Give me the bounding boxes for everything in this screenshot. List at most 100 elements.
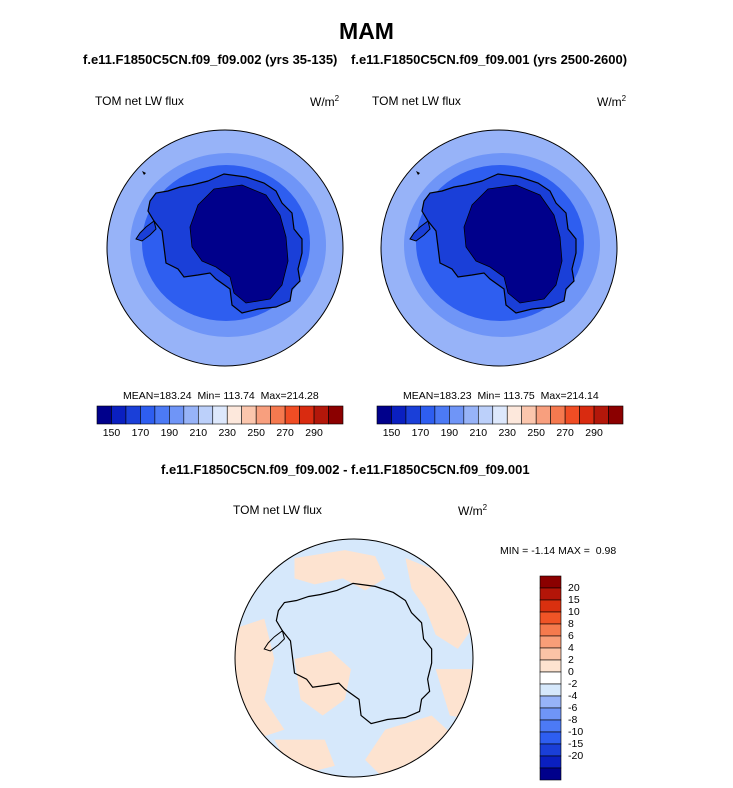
- colorbar-tick-label: 170: [131, 427, 150, 439]
- colorbar-box: [125, 405, 141, 425]
- panel3-units: W/m2: [458, 503, 488, 518]
- panel1-left-label: TOM net LW flux: [95, 94, 184, 108]
- colorbar-box: [96, 405, 112, 425]
- diff-positive-region-3: [294, 650, 351, 716]
- map-border: [380, 129, 618, 367]
- colorbar-box: [539, 755, 562, 769]
- colorbar-box: [313, 405, 329, 425]
- colorbar-tick-label: 150: [382, 427, 401, 439]
- colorbar-box: [169, 405, 185, 425]
- colorbar-tick-label: 190: [440, 427, 459, 439]
- continent-coast: [275, 582, 433, 725]
- panel3-left-label: TOM net LW flux: [233, 503, 322, 517]
- colorbar-tick-label: 6: [568, 630, 574, 642]
- colorbar-box: [420, 405, 436, 425]
- colorbar-box: [492, 405, 508, 425]
- colorbar-tick-label: 250: [527, 427, 545, 439]
- colorbar-box: [564, 405, 580, 425]
- colorbar-tick-label: 10: [568, 606, 580, 618]
- colorbar-box: [539, 623, 562, 637]
- colorbar-tick-label: 170: [411, 427, 430, 439]
- colorbar-box: [449, 405, 465, 425]
- colorbar-tick-label: 250: [247, 427, 265, 439]
- colorbar-tick-label: 4: [568, 642, 574, 654]
- panel1-title: f.e11.F1850C5CN.f09_f09.002 (yrs 35-135): [83, 52, 338, 67]
- colorbar-tick-label: 210: [469, 427, 488, 439]
- panel2-map: [380, 129, 618, 367]
- main-title: MAM: [339, 18, 394, 44]
- colorbar-box: [539, 635, 562, 649]
- panel3-map: [234, 538, 474, 778]
- colorbar-tick-label: -6: [568, 702, 578, 714]
- peninsula: [263, 629, 285, 652]
- colorbar-tick-label: 20: [568, 582, 580, 594]
- colorbar-tick-label: -4: [568, 690, 578, 702]
- diff-positive-region-0: [294, 550, 386, 591]
- colorbar-box: [539, 611, 562, 625]
- colorbar-box: [197, 405, 214, 425]
- colorbar-box: [539, 647, 562, 661]
- continent-interior: [189, 184, 289, 304]
- colorbar-box: [539, 767, 562, 781]
- panel2-title: f.e11.F1850C5CN.f09_f09.001 (yrs 2500-26…: [351, 52, 628, 67]
- colorbar-box: [241, 405, 257, 425]
- colorbar-box: [183, 405, 199, 425]
- panel2-left-label: TOM net LW flux: [372, 94, 461, 108]
- colorbar-box: [270, 405, 286, 425]
- colorbar-tick-label: 190: [160, 427, 179, 439]
- colorbar-box: [477, 405, 494, 425]
- colorbar-box: [539, 683, 562, 697]
- colorbar-tick-label: 210: [189, 427, 208, 439]
- colorbar-tick-label: 230: [218, 427, 236, 439]
- map-border: [234, 538, 474, 778]
- colorbar-tick-label: 290: [305, 427, 323, 439]
- colorbar-box: [521, 405, 537, 425]
- colorbar-box: [506, 405, 523, 425]
- map-border: [106, 129, 344, 367]
- panel1-units: W/m2: [310, 94, 340, 109]
- island-mark: [416, 171, 420, 175]
- colorbar-box: [391, 405, 407, 425]
- colorbar-box: [299, 405, 315, 425]
- colorbar-box: [539, 707, 562, 721]
- colorbar-box: [539, 575, 562, 589]
- colorbar-box: [539, 731, 562, 745]
- colorbar-tick-label: 230: [498, 427, 516, 439]
- panel3-colorbar: [539, 575, 562, 781]
- peninsula: [135, 220, 157, 242]
- colorbar-box: [539, 719, 562, 733]
- colorbar-box: [255, 405, 271, 425]
- panel2-colorbar-ticks: 150 170 190 210 230 250 270 290: [377, 427, 623, 441]
- colorbar-tick-label: -8: [568, 714, 578, 726]
- colorbar-box: [593, 405, 609, 425]
- colorbar-tick-label: 8: [568, 618, 574, 630]
- colorbar-tick-label: -10: [568, 726, 584, 738]
- colorbar-box: [376, 405, 392, 425]
- panel2-stats: MEAN=183.23 Min= 113.75 Max=214.14: [403, 390, 599, 402]
- panel3-colorbar-ticks: 20 15 10 8 6 4 2 0 -2 -4 -6 -8 -10 -15 -20: [568, 576, 598, 780]
- peninsula: [409, 220, 431, 242]
- panel1-colorbar-ticks: 150 170 190 210 230 250 270 290: [97, 427, 343, 441]
- panel3-title: f.e11.F1850C5CN.f09_f09.002 - f.e11.F185…: [161, 462, 530, 477]
- panel2-units: W/m2: [597, 94, 627, 109]
- colorbar-tick-label: -20: [568, 750, 584, 762]
- panel3-stats: MIN = -1.14 MAX = 0.98: [500, 545, 617, 557]
- colorbar-box: [539, 587, 562, 601]
- panel1-map: [106, 129, 344, 367]
- colorbar-box: [539, 743, 562, 757]
- colorbar-tick-label: 15: [568, 594, 580, 606]
- colorbar-tick-label: 0: [568, 666, 574, 678]
- colorbar-box: [328, 405, 344, 425]
- colorbar-tick-label: 290: [585, 427, 603, 439]
- colorbar-box: [111, 405, 127, 425]
- colorbar-tick-label: -15: [568, 738, 584, 750]
- colorbar-box: [463, 405, 479, 425]
- colorbar-tick-label: 270: [556, 427, 574, 439]
- colorbar-box: [579, 405, 595, 425]
- colorbar-box: [539, 671, 562, 685]
- colorbar-box: [212, 405, 228, 425]
- colorbar-box: [405, 405, 421, 425]
- colorbar-box: [550, 405, 566, 425]
- colorbar-box: [539, 599, 562, 613]
- panel2-colorbar: [376, 405, 624, 425]
